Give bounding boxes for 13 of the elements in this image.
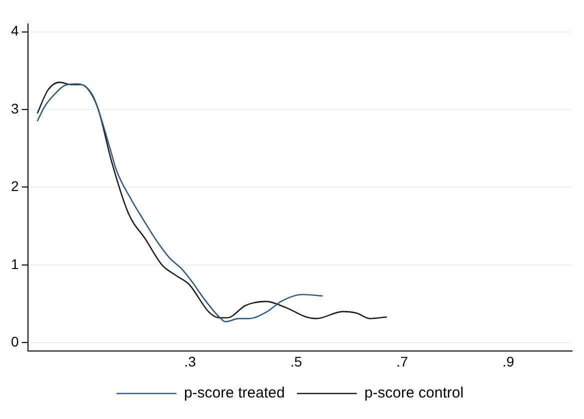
y-tick-label: 1 bbox=[10, 256, 19, 272]
line-series bbox=[36, 83, 324, 322]
x-tick-label: .7 bbox=[396, 353, 408, 370]
x-tick-label: .3 bbox=[184, 353, 196, 370]
y-tick-label: 0 bbox=[10, 334, 19, 350]
legend-label: p-score control bbox=[364, 384, 464, 402]
y-tick-label: 2 bbox=[10, 178, 19, 194]
x-tick-label: .9 bbox=[502, 353, 514, 370]
x-tick-label: .5 bbox=[290, 353, 302, 370]
line-series bbox=[36, 82, 388, 320]
y-tick-label: 3 bbox=[10, 100, 19, 116]
y-tick-label: 4 bbox=[10, 22, 19, 39]
legend-label: p-score treated bbox=[184, 384, 285, 402]
